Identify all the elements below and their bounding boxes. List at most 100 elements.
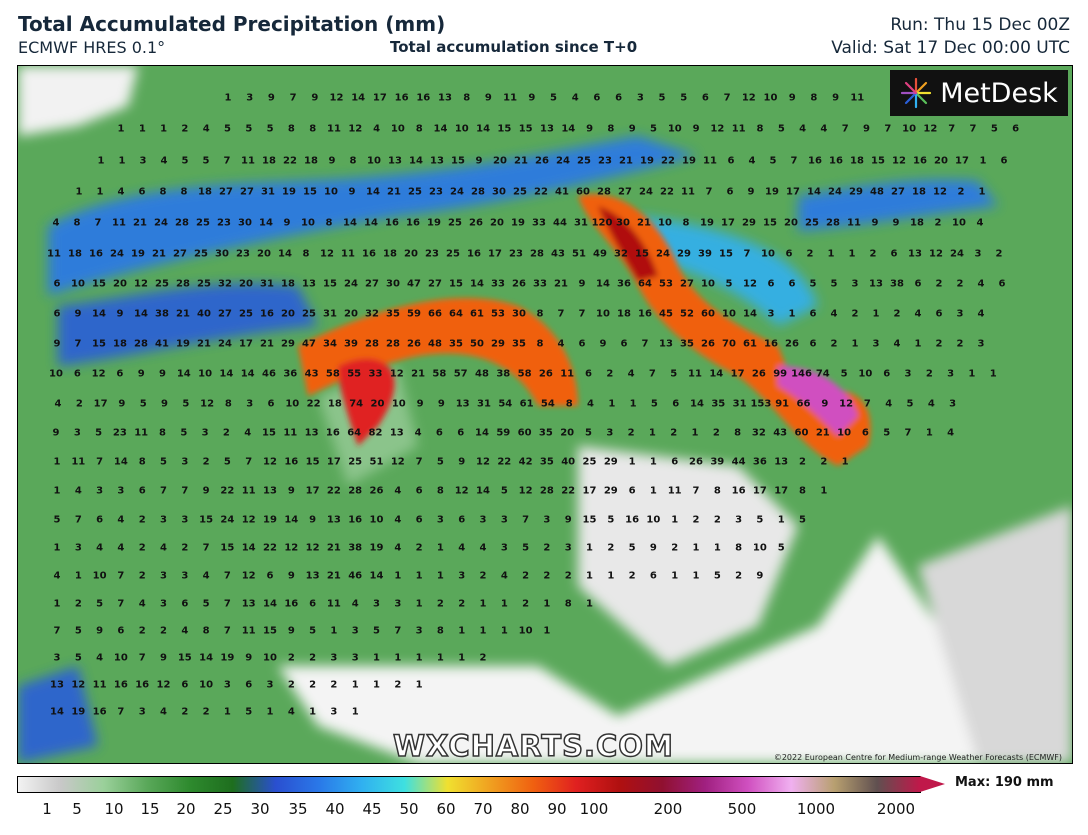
precip-value: 13	[455, 398, 470, 410]
map-background	[18, 66, 1072, 763]
model-label: ECMWF HRES 0.1°	[18, 38, 166, 57]
precip-value: 33	[533, 278, 547, 290]
precip-value: 4	[627, 368, 635, 380]
colorbar-gradient	[17, 776, 921, 793]
precip-value: 11	[241, 485, 256, 497]
precip-value: 1	[978, 186, 986, 198]
precip-value: 6	[914, 278, 922, 290]
precip-value: 5	[223, 456, 231, 468]
precip-value: 24	[344, 278, 358, 290]
precip-value: 14	[113, 456, 128, 468]
precip-value: 12	[476, 456, 490, 468]
precip-value: 3	[543, 514, 551, 526]
precip-value: 18	[617, 308, 631, 320]
precip-value: 29	[281, 338, 295, 350]
precip-value: 6	[620, 338, 628, 350]
precip-value: 1	[436, 570, 444, 582]
precip-value: 4	[893, 338, 901, 350]
precip-value: 42	[518, 456, 533, 468]
precip-value: 43	[551, 248, 565, 260]
precip-value: 15	[635, 248, 649, 260]
precip-value: 2	[287, 679, 295, 691]
precip-value: 23	[598, 155, 612, 167]
precip-value: 4	[74, 485, 82, 497]
precip-value: 5	[777, 123, 785, 135]
precip-value: 3	[904, 368, 912, 380]
precip-value: 5	[139, 398, 147, 410]
precip-value: 35	[538, 427, 553, 439]
precip-value: 8	[415, 123, 423, 135]
precip-value: 10	[837, 427, 852, 439]
precip-value: 1	[586, 570, 593, 582]
precip-value: 2	[309, 652, 317, 664]
precip-value: 28	[597, 186, 611, 198]
precip-value: 4	[117, 186, 125, 198]
precip-value: 58	[517, 368, 532, 380]
precip-value: 5	[777, 542, 785, 554]
precip-value: 6	[245, 679, 253, 691]
precip-value: 10	[902, 123, 917, 135]
colorbar-tick-label: 1	[42, 800, 52, 818]
precip-value: 28	[175, 217, 189, 229]
precip-value: 25	[577, 155, 591, 167]
precip-value: 14	[364, 217, 378, 229]
precip-value: 24	[556, 155, 570, 167]
precip-value: 6	[593, 92, 601, 104]
precip-value: 60	[701, 308, 715, 320]
precip-value: 6	[727, 155, 735, 167]
precip-value: 1	[96, 186, 104, 198]
precip-value: 38	[496, 368, 511, 380]
precip-value: 8	[436, 625, 444, 637]
precip-value: 19	[220, 652, 235, 664]
precip-value: 60	[794, 427, 809, 439]
precip-value: 2	[956, 278, 964, 290]
precip-value: 5	[181, 155, 189, 167]
valid-time: Valid: Sat 17 Dec 00:00 UTC	[831, 38, 1070, 58]
precip-value: 1	[692, 570, 700, 582]
precip-value: 11	[283, 427, 298, 439]
precip-value: 19	[369, 542, 384, 554]
precip-value: 14	[433, 123, 448, 135]
precipitation-map[interactable]: 1 3 9 7 9 12 14 17 16 16 13 8 9 11 9 5 4 6 6 3 5 5 6 7 12 10 9 8 9 11…	[17, 65, 1073, 764]
precip-value: 17	[93, 398, 108, 410]
precip-value: 1	[53, 456, 61, 468]
precip-value: 1	[543, 598, 551, 610]
precip-value: 7	[53, 625, 61, 637]
precip-value: 8	[756, 123, 764, 135]
precip-value: 8	[202, 625, 210, 637]
precip-value: 7	[223, 625, 231, 637]
precip-value: 3	[117, 485, 125, 497]
precip-value: 16	[385, 217, 399, 229]
precip-value: 20	[113, 278, 127, 290]
precip-value: 15	[763, 217, 777, 229]
precip-value: 3	[201, 427, 209, 439]
precip-value: 25	[408, 186, 422, 198]
precip-value: 4	[571, 92, 579, 104]
precip-value: 3	[160, 570, 167, 582]
precip-value: 20	[934, 155, 948, 167]
precip-value: 20	[493, 155, 507, 167]
precip-value: 5	[522, 542, 530, 554]
precip-value: 49	[593, 248, 607, 260]
precip-value: 8	[302, 248, 310, 260]
precip-value: 25	[446, 248, 460, 260]
precip-value: 16	[416, 92, 431, 104]
precip-value: 18	[850, 155, 864, 167]
precip-value: 9	[564, 514, 572, 526]
precip-value: 21	[176, 308, 190, 320]
precip-value: 15	[323, 278, 337, 290]
precip-value: 4	[885, 398, 893, 410]
precip-value: 30	[386, 278, 400, 290]
precip-value: 8	[159, 427, 166, 439]
precip-value: 3	[947, 368, 955, 380]
precip-value: 18	[327, 398, 342, 410]
precip-value: 5	[245, 123, 253, 135]
precip-value: 26	[751, 368, 766, 380]
precip-value: 5	[182, 398, 190, 410]
precip-value: 44	[553, 217, 567, 229]
precip-value: 24	[220, 514, 235, 526]
precip-value: 29	[677, 248, 691, 260]
watermark: WXCHARTS.COM	[392, 728, 674, 763]
precip-value: 12	[91, 368, 106, 380]
precip-value: 59	[496, 427, 511, 439]
